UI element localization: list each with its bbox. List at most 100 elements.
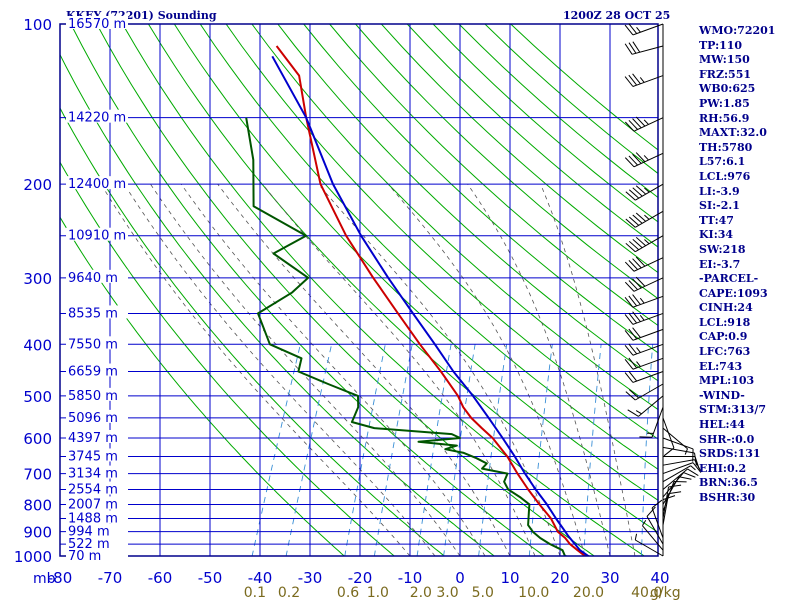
wind-barb-feather [683,472,696,478]
temperature-tick-label: -60 [148,569,173,587]
wind-barb-feather [635,116,646,127]
mixing-ratio-line [416,344,452,556]
wind-barb-feather [635,212,647,222]
wind-barb [632,75,664,87]
wind-barb-feather [651,499,663,509]
wind-barb [662,462,694,475]
mixing-ratio-line [285,344,333,556]
temperature-tick-label: -70 [98,569,123,587]
wind-barb-feather [627,409,639,417]
temperature-tick-label: -40 [248,569,273,587]
observation-time: 1200Z 28 OCT 25 [563,9,671,22]
wind-barb-feather [632,311,641,322]
sounding-index-item: BRN:36.5 [699,476,758,490]
dewpoint-profile [245,117,570,556]
wind-barb [662,472,684,498]
sounding-index-item: TH:5780 [699,140,753,154]
height-label: 5096 m [68,411,118,426]
height-label-bg [66,510,128,524]
wind-barb-half-feather [639,297,645,304]
wind-barb [631,45,664,55]
wind-barb [662,427,688,450]
dry-adiabat [225,24,658,440]
wind-barb-feather [646,506,656,517]
wind-barb-feather [632,214,643,224]
wind-barb [651,406,664,438]
wind-barb [662,417,675,449]
wind-barb-feather [628,280,638,291]
wind-barb-feather [687,468,699,477]
wind-barb-feather [628,240,640,251]
wind-barb-feather [628,189,640,199]
wind-barb-feather [692,462,702,473]
wind-barb-feather [678,476,692,480]
wind-barb-half-feather [635,410,642,415]
height-label: 2007 m [68,497,118,512]
moist-adiabat [262,183,536,556]
wind-barb-feather [635,236,647,247]
dry-adiabat [277,24,658,382]
sounding-index-item: BSHR:30 [699,491,756,504]
mixing-ratio-line [478,344,508,556]
mixing-ratio-label: 0.2 [278,585,300,600]
mixing-ratio-label: 5.0 [472,585,494,600]
sounding-index-item: -PARCEL- [699,272,759,286]
height-label: 16570 m [68,17,126,32]
height-label-bg [66,536,128,550]
wind-barb-feather [668,491,682,495]
pressure-tick-label: 800 [23,496,52,514]
height-label-bg [66,16,128,29]
wind-barb-half-feather [644,214,650,220]
height-label: 70 m [68,549,101,564]
temperature-tick-label: -30 [298,569,323,587]
height-label-bg [66,523,128,537]
wind-barb [635,539,664,557]
dry-adiabat [355,24,658,300]
wind-barb [632,357,664,370]
wind-barb-feather [694,452,697,466]
sounding-index-item: MPL:103 [699,374,755,388]
wind-barb [633,257,664,272]
mixing-ratio-line [373,344,413,556]
parcel-profile [271,55,590,556]
wind-barb-feather [624,157,635,168]
wind-barb-half-feather [643,119,649,125]
sounding-index-item: TP:110 [699,38,743,52]
wind-barb [662,465,691,483]
height-label: 6659 m [68,365,118,380]
pressure-tick-label: 500 [23,388,52,406]
sounding-index-item: SI:-2.1 [699,199,740,213]
height-label-bg [66,496,128,510]
temperature-tick-label: 10 [500,569,519,587]
wind-barb [662,446,695,454]
mixing-ratio-line [640,344,654,556]
dry-adiabat [329,24,658,327]
height-label: 12400 m [68,177,126,192]
wind-barb-feather [632,278,642,289]
sounding-index-item: LCL:918 [699,315,751,329]
height-label-bg [66,363,128,377]
wind-barb-feather [628,119,638,130]
mixing-ratio-line [251,344,301,556]
wind-barb-feather [635,152,646,163]
height-label: 5850 m [68,389,118,404]
mixing-ratio-line [583,344,602,556]
wind-barb-feather [628,260,638,270]
wind-barb-half-feather [636,347,641,353]
temperature-tick-label: 0 [455,569,465,587]
wind-barb-feather [662,495,676,501]
wind-barb-half-feather [684,448,688,455]
wind-barb [632,371,664,383]
dry-adiabat [60,216,346,556]
sounding-indices: WMO:72201 TP:110 MW:150 FRZ:551 WB0:625 PW:1.… [699,24,775,506]
wind-barb-half-feather [642,519,647,526]
temperature-tick-label: 40 [650,569,669,587]
dry-adiabat [406,24,658,248]
height-label-bg [66,387,128,401]
wind-barb-feather [632,187,643,197]
wind-barb-half-feather [639,77,645,83]
mixing-ratio-unit: g/kg [650,585,681,600]
wind-barb-feather [663,447,675,457]
dry-adiabat [303,24,658,354]
